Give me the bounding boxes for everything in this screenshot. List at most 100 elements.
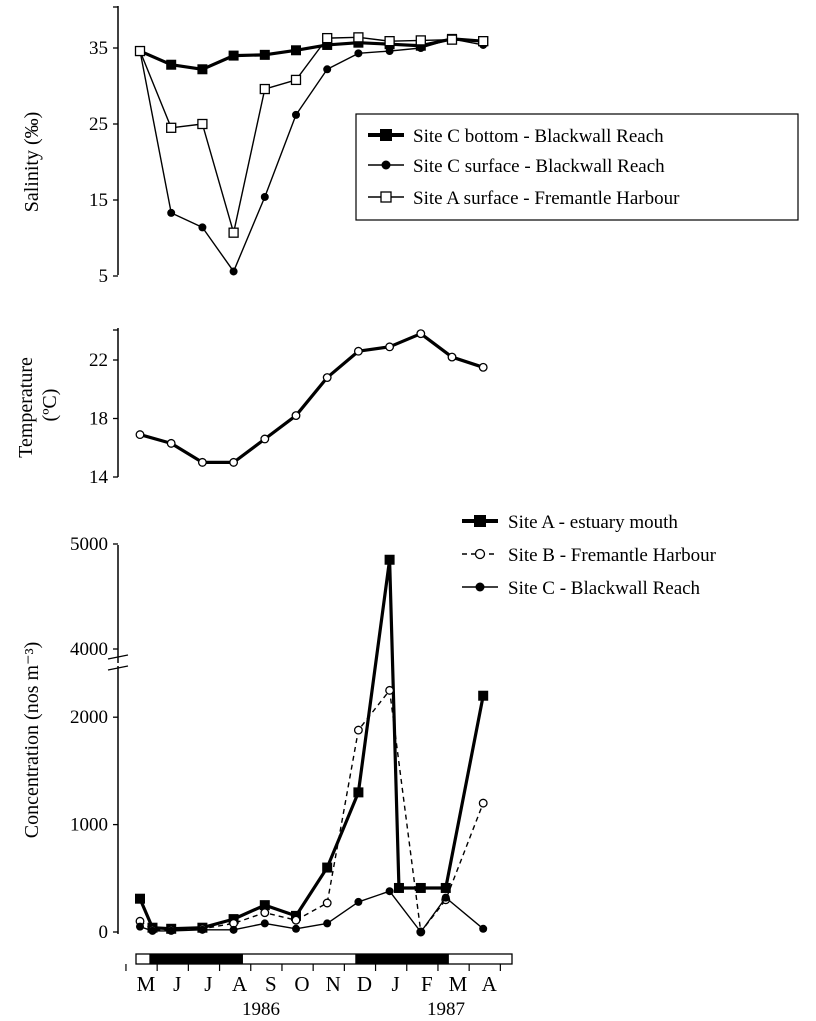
salinity-tick-label-35: 35 bbox=[89, 38, 108, 59]
legend-label-site-c-surface: Site C surface - Blackwall Reach bbox=[413, 156, 665, 177]
month-label-1: J bbox=[173, 972, 181, 996]
salinity-tick-label-25: 25 bbox=[89, 114, 108, 135]
salinity-point-1-2 bbox=[198, 223, 207, 232]
legend-marker-site-c-blackwall bbox=[475, 582, 485, 592]
salinity-series-site-a-surface-fremantle-harbour bbox=[134, 32, 489, 238]
salinity-point-0-3 bbox=[228, 50, 239, 61]
temperature-line-0 bbox=[139, 332, 484, 464]
concentration-axis-label: Concentration (nos m⁻³) bbox=[21, 642, 43, 839]
concentration-point-2-4 bbox=[229, 925, 238, 934]
concentration-point-2-1 bbox=[148, 926, 157, 935]
concentration-point-2-7 bbox=[323, 919, 332, 928]
concentration-point-2-12 bbox=[479, 924, 488, 933]
salinity-point-2-2 bbox=[197, 118, 208, 130]
salinity-point-0-2 bbox=[197, 64, 208, 75]
salinity-point-1-4 bbox=[260, 192, 269, 201]
legend-label-site-a-surface: Site A surface - Fremantle Harbour bbox=[413, 188, 680, 209]
concentration-point-0-7 bbox=[322, 862, 333, 873]
axis-break-mark-upper bbox=[107, 654, 129, 660]
month-label-0: M bbox=[137, 972, 156, 996]
legend-marker-site-c-surface bbox=[381, 160, 391, 170]
month-label-3: A bbox=[232, 972, 248, 996]
concentration-line-1 bbox=[139, 689, 484, 933]
salinity-point-1-3 bbox=[229, 267, 238, 276]
concentration-point-0-11 bbox=[415, 882, 426, 893]
salinity-point-1-7 bbox=[354, 49, 363, 58]
concentration-tick-label-5000: 5000 bbox=[70, 534, 108, 555]
salinity-tick-label-15: 15 bbox=[89, 190, 108, 211]
concentration-point-2-8 bbox=[354, 897, 363, 906]
month-label-6: N bbox=[326, 972, 341, 996]
salinity-point-0-1 bbox=[166, 59, 177, 70]
concentration-point-0-13 bbox=[478, 690, 489, 701]
month-label-11: A bbox=[482, 972, 498, 996]
concentration-point-0-0 bbox=[135, 893, 145, 904]
temperature-point-0-6 bbox=[322, 373, 332, 382]
concentration-point-2-2 bbox=[167, 926, 176, 935]
temperature-point-0-8 bbox=[385, 342, 395, 352]
concentration-point-2-9 bbox=[385, 887, 394, 896]
salinity-point-2-8 bbox=[384, 36, 395, 47]
salinity-panel: 35 25 15 5 Salinity (‰) Site C bottom - Bla… bbox=[21, 6, 799, 287]
salinity-point-2-9 bbox=[415, 35, 426, 46]
salinity-point-2-0 bbox=[134, 45, 146, 57]
time-axis-dark-band-0 bbox=[149, 954, 243, 964]
temperature-point-0-10 bbox=[447, 352, 457, 362]
concentration-tick-label-4000: 4000 bbox=[70, 639, 108, 660]
salinity-line-1 bbox=[139, 38, 484, 273]
concentration-line-2 bbox=[139, 890, 484, 933]
concentration-point-0-5 bbox=[259, 900, 270, 911]
legend-marker-site-a-mouth bbox=[474, 515, 486, 527]
salinity-point-2-1 bbox=[166, 122, 177, 133]
concentration-tick-label-2000: 2000 bbox=[70, 707, 108, 728]
temperature-axis-label-line2: (ºC) bbox=[39, 389, 61, 422]
time-axis-bar bbox=[135, 953, 513, 965]
legend-label-site-c-blackwall: Site C - Blackwall Reach bbox=[508, 578, 701, 599]
year-label-1986: 1986 bbox=[242, 999, 280, 1020]
salinity-legend: Site C bottom - Blackwall Reach Site C s… bbox=[355, 113, 799, 221]
temperature-point-0-0 bbox=[135, 430, 145, 440]
legend-label-site-c-bottom: Site C bottom - Blackwall Reach bbox=[413, 126, 664, 147]
salinity-point-0-4 bbox=[259, 49, 270, 60]
salinity-point-2-11 bbox=[478, 36, 489, 47]
concentration-point-0-10 bbox=[393, 882, 404, 893]
temperature-point-0-5 bbox=[291, 411, 301, 421]
concentration-point-1-8 bbox=[353, 725, 363, 735]
temperature-tick-label-22: 22 bbox=[89, 350, 108, 371]
year-label-1987: 1987 bbox=[427, 999, 465, 1020]
temperature-axis-label-line1: Temperature bbox=[15, 357, 37, 458]
concentration-point-2-5 bbox=[260, 919, 269, 928]
concentration-point-1-12 bbox=[478, 798, 488, 808]
axis-break-mark-lower bbox=[107, 665, 129, 671]
month-label-4: S bbox=[265, 972, 277, 996]
salinity-point-2-6 bbox=[322, 32, 333, 44]
legend-marker-site-a-surface bbox=[380, 191, 392, 203]
salinity-point-2-4 bbox=[259, 83, 270, 95]
concentration-point-2-6 bbox=[292, 924, 300, 933]
salinity-line-2 bbox=[139, 36, 484, 234]
concentration-point-0-12 bbox=[440, 882, 451, 893]
concentration-series-site-c-blackwall-reach bbox=[136, 887, 488, 936]
salinity-legend-box bbox=[355, 113, 799, 221]
temperature-panel: 22 18 14 Temperature (ºC) bbox=[15, 328, 488, 488]
temperature-tick-label-14: 14 bbox=[89, 467, 109, 488]
salinity-point-1-6 bbox=[323, 65, 332, 74]
temperature-tick-label-18: 18 bbox=[89, 409, 108, 430]
concentration-panel: 5000 4000 2000 1000 0 Concentration (nos m⁻³… bbox=[21, 512, 717, 943]
salinity-tick-label-5: 5 bbox=[99, 266, 109, 287]
month-label-8: J bbox=[392, 972, 400, 996]
time-axis-dark-band-1 bbox=[355, 954, 449, 964]
salinity-point-0-6 bbox=[322, 39, 333, 50]
temperature-series-0 bbox=[135, 329, 488, 467]
legend-marker-site-c-bottom bbox=[380, 129, 392, 141]
concentration-point-2-0 bbox=[136, 922, 144, 931]
concentration-legend: Site A - estuary mouth Site B - Fremantl… bbox=[462, 512, 717, 599]
salinity-point-1-1 bbox=[167, 208, 176, 217]
concentration-tick-label-1000: 1000 bbox=[70, 815, 108, 836]
legend-label-site-b: Site B - Fremantle Harbour bbox=[508, 545, 717, 566]
salinity-point-0-7 bbox=[353, 37, 364, 48]
salinity-point-2-10 bbox=[446, 34, 458, 45]
concentration-point-1-6 bbox=[291, 915, 301, 925]
temperature-point-0-3 bbox=[229, 457, 239, 467]
